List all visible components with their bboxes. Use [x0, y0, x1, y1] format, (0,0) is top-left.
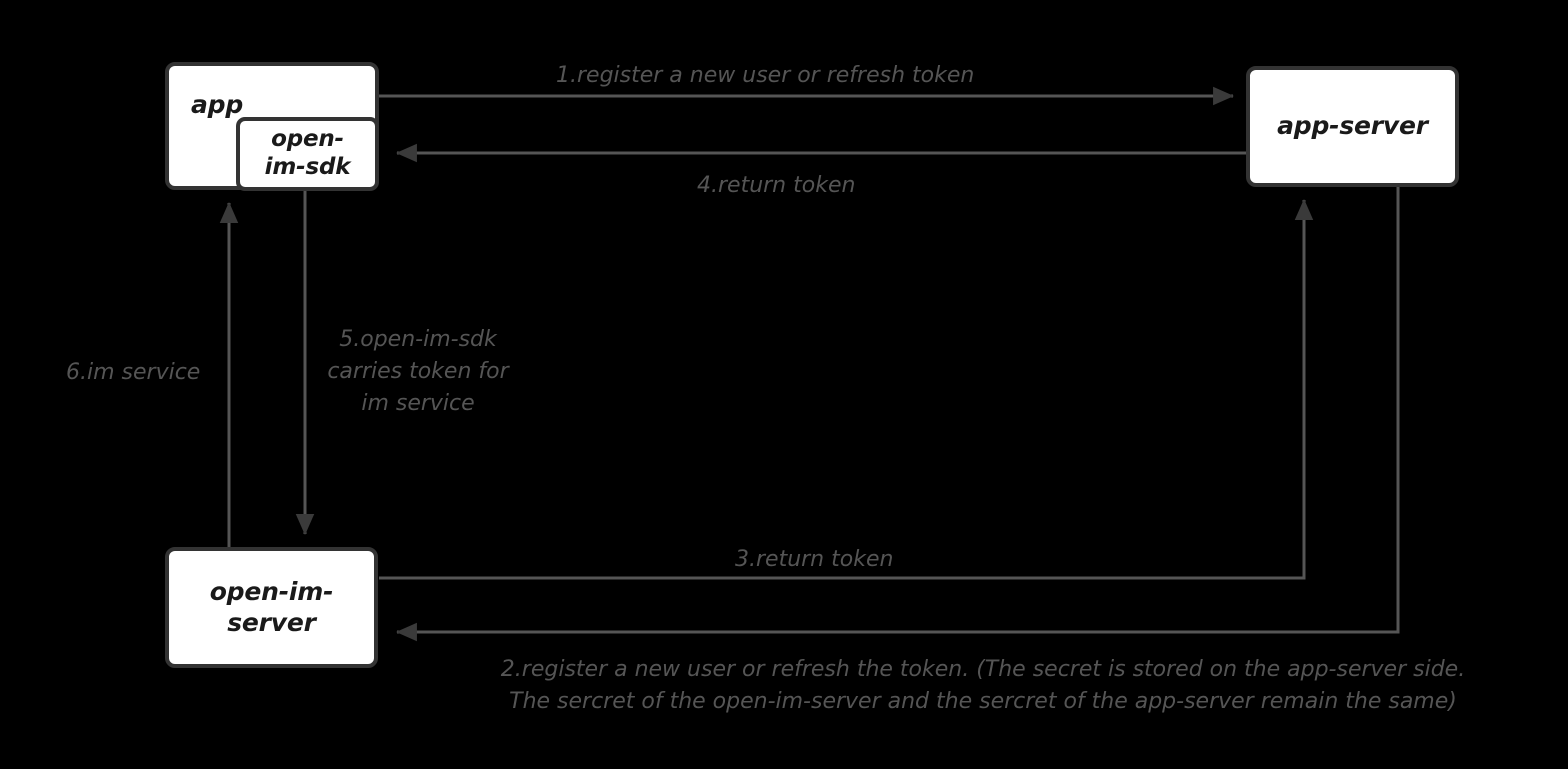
edge-3-return-token: [379, 198, 1314, 580]
edge-label-5: 5.open-im-sdk carries token for im servi…: [327, 327, 509, 416]
node-open-im-server[interactable]: open-im- server: [165, 547, 378, 668]
node-open-im-server-label: open-im- server: [209, 577, 334, 637]
node-open-im-sdk[interactable]: open- im-sdk: [236, 117, 379, 191]
edge-label-4: 4.return token: [697, 173, 856, 198]
edge-label-3: 3.return token: [735, 547, 894, 572]
node-app-server[interactable]: app-server: [1246, 66, 1459, 187]
node-app-label: app: [191, 90, 244, 119]
node-open-im-sdk-label: open- im-sdk: [264, 126, 351, 180]
node-app-server-label: app-server: [1277, 111, 1428, 141]
edge-label-1: 1.register a new user or refresh token: [556, 63, 975, 88]
edge-2-register-user-secret: [395, 187, 1400, 642]
edge-label-6: 6.im service: [66, 360, 201, 385]
edge-label-2: 2.register a new user or refresh the tok…: [500, 657, 1466, 714]
